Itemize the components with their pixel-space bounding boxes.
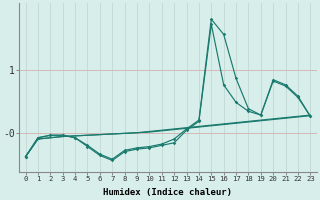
X-axis label: Humidex (Indice chaleur): Humidex (Indice chaleur): [103, 188, 232, 197]
